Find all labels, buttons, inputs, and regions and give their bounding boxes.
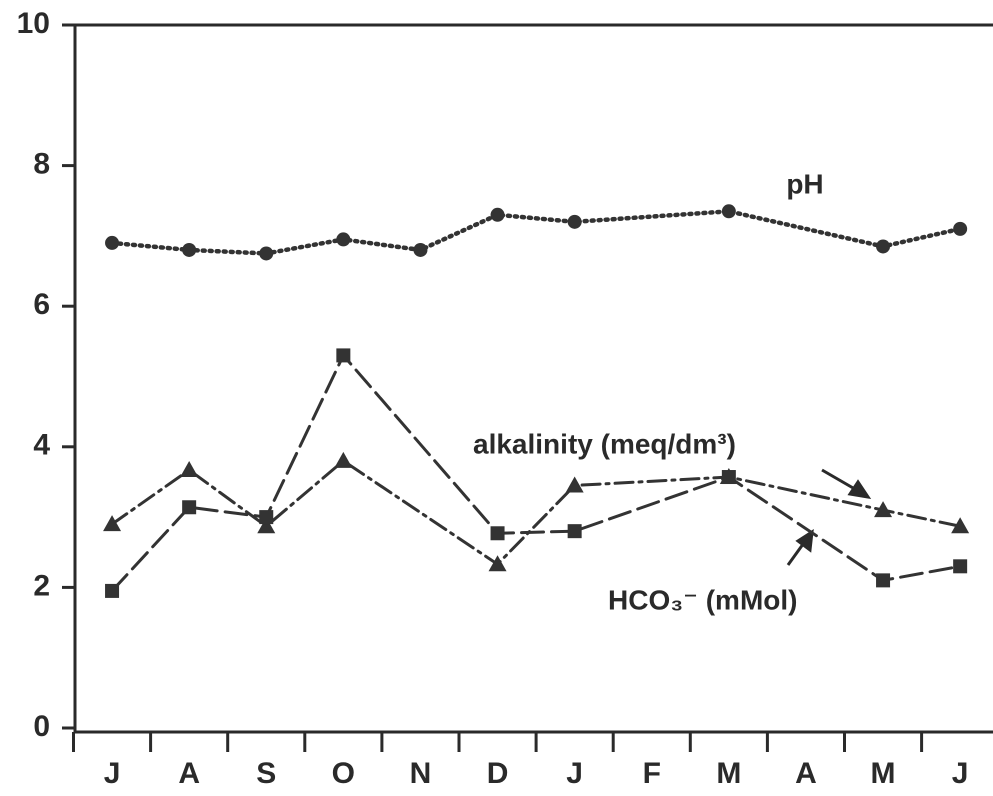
x-tick-label: J [566, 757, 583, 790]
arrows [786, 468, 872, 566]
point [567, 524, 582, 539]
point [259, 510, 274, 525]
point [103, 515, 122, 532]
y-tick-label: 8 [33, 148, 50, 181]
point [180, 460, 199, 477]
x-tick-label: S [256, 757, 276, 790]
point [876, 573, 891, 588]
alkalinity-label: alkalinity (meq/dm³) [473, 428, 736, 459]
x-tick-label: M [716, 757, 741, 790]
point [951, 517, 970, 534]
point [490, 207, 505, 222]
y-tick-label: 2 [33, 569, 50, 602]
point [721, 470, 736, 485]
x-tick-label: J [104, 757, 121, 790]
point [334, 451, 353, 468]
point [336, 232, 351, 247]
series-line [110, 352, 962, 593]
point [182, 500, 197, 515]
x-tick-label: J [952, 757, 969, 790]
point [182, 242, 197, 257]
point [336, 348, 351, 363]
y-tick-label: 10 [17, 7, 50, 40]
x-tick-label: D [487, 757, 509, 790]
series-line [109, 209, 963, 256]
point [488, 555, 507, 572]
point [565, 476, 584, 493]
arrow-head [795, 529, 814, 553]
y-tick-label: 6 [33, 288, 50, 321]
point [567, 214, 582, 229]
hco3-label: HCO₃⁻ (mMol) [608, 584, 797, 615]
point [721, 204, 736, 219]
point [953, 221, 968, 236]
x-tick-label: A [795, 757, 817, 790]
ph-label: pH [786, 168, 823, 199]
point [105, 235, 120, 250]
point [490, 526, 505, 541]
x-tick-label: F [643, 757, 661, 790]
x-tick-label: N [410, 757, 432, 790]
point [874, 501, 893, 518]
arrow-head [847, 479, 872, 500]
x-tick-label: M [871, 757, 896, 790]
point [876, 239, 891, 254]
point [105, 583, 120, 598]
x-tick-label: A [178, 757, 200, 790]
y-tick-label: 4 [33, 429, 50, 462]
x-tick-label: O [332, 757, 355, 790]
point [413, 242, 428, 257]
point [259, 246, 274, 261]
point [953, 559, 968, 574]
point [257, 517, 276, 534]
y-tick-label: 0 [33, 710, 50, 743]
